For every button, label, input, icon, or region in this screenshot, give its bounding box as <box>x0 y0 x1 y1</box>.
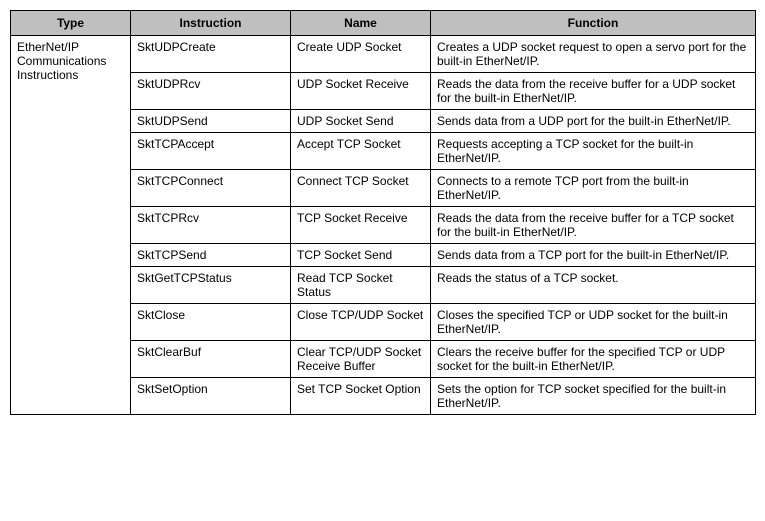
function-cell: Requests accepting a TCP socket for the … <box>431 133 756 170</box>
instruction-cell: SktSetOption <box>131 378 291 415</box>
table-header-row: Type Instruction Name Function <box>11 11 756 36</box>
header-function: Function <box>431 11 756 36</box>
instruction-cell: SktTCPRcv <box>131 207 291 244</box>
function-cell: Closes the specified TCP or UDP socket f… <box>431 304 756 341</box>
instruction-cell: SktGetTCPStatus <box>131 267 291 304</box>
instruction-cell: SktTCPSend <box>131 244 291 267</box>
instruction-table: Type Instruction Name Function EtherNet/… <box>10 10 756 415</box>
type-cell: EtherNet/IP Communica­tions Instruc­tion… <box>11 36 131 415</box>
header-name: Name <box>291 11 431 36</box>
instruction-cell: SktTCPConnect <box>131 170 291 207</box>
function-cell: Sets the option for TCP socket specified… <box>431 378 756 415</box>
name-cell: TCP Socket Receive <box>291 207 431 244</box>
header-instruction: Instruction <box>131 11 291 36</box>
name-cell: UDP Socket Send <box>291 110 431 133</box>
instruction-cell: SktTCPAccept <box>131 133 291 170</box>
function-cell: Reads the data from the receive buffer f… <box>431 207 756 244</box>
function-cell: Creates a UDP socket request to open a s… <box>431 36 756 73</box>
function-cell: Reads the data from the receive buffer f… <box>431 73 756 110</box>
function-cell: Sends data from a TCP port for the built… <box>431 244 756 267</box>
function-cell: Connects to a remote TCP port from the b… <box>431 170 756 207</box>
header-type: Type <box>11 11 131 36</box>
name-cell: Connect TCP Socket <box>291 170 431 207</box>
instruction-cell: SktClose <box>131 304 291 341</box>
name-cell: Read TCP Socket Status <box>291 267 431 304</box>
name-cell: Set TCP Socket Option <box>291 378 431 415</box>
name-cell: Close TCP/UDP Socket <box>291 304 431 341</box>
name-cell: TCP Socket Send <box>291 244 431 267</box>
table-row: EtherNet/IP Communica­tions Instruc­tion… <box>11 36 756 73</box>
instruction-cell: SktUDPRcv <box>131 73 291 110</box>
name-cell: Accept TCP Socket <box>291 133 431 170</box>
instruction-cell: SktUDPCreate <box>131 36 291 73</box>
function-cell: Clears the receive buffer for the specif… <box>431 341 756 378</box>
name-cell: Create UDP Socket <box>291 36 431 73</box>
instruction-cell: SktClearBuf <box>131 341 291 378</box>
table-body: EtherNet/IP Communica­tions Instruc­tion… <box>11 36 756 415</box>
instruction-cell: SktUDPSend <box>131 110 291 133</box>
name-cell: UDP Socket Receive <box>291 73 431 110</box>
function-cell: Reads the status of a TCP socket. <box>431 267 756 304</box>
name-cell: Clear TCP/UDP Socket Receive Buffer <box>291 341 431 378</box>
function-cell: Sends data from a UDP port for the built… <box>431 110 756 133</box>
